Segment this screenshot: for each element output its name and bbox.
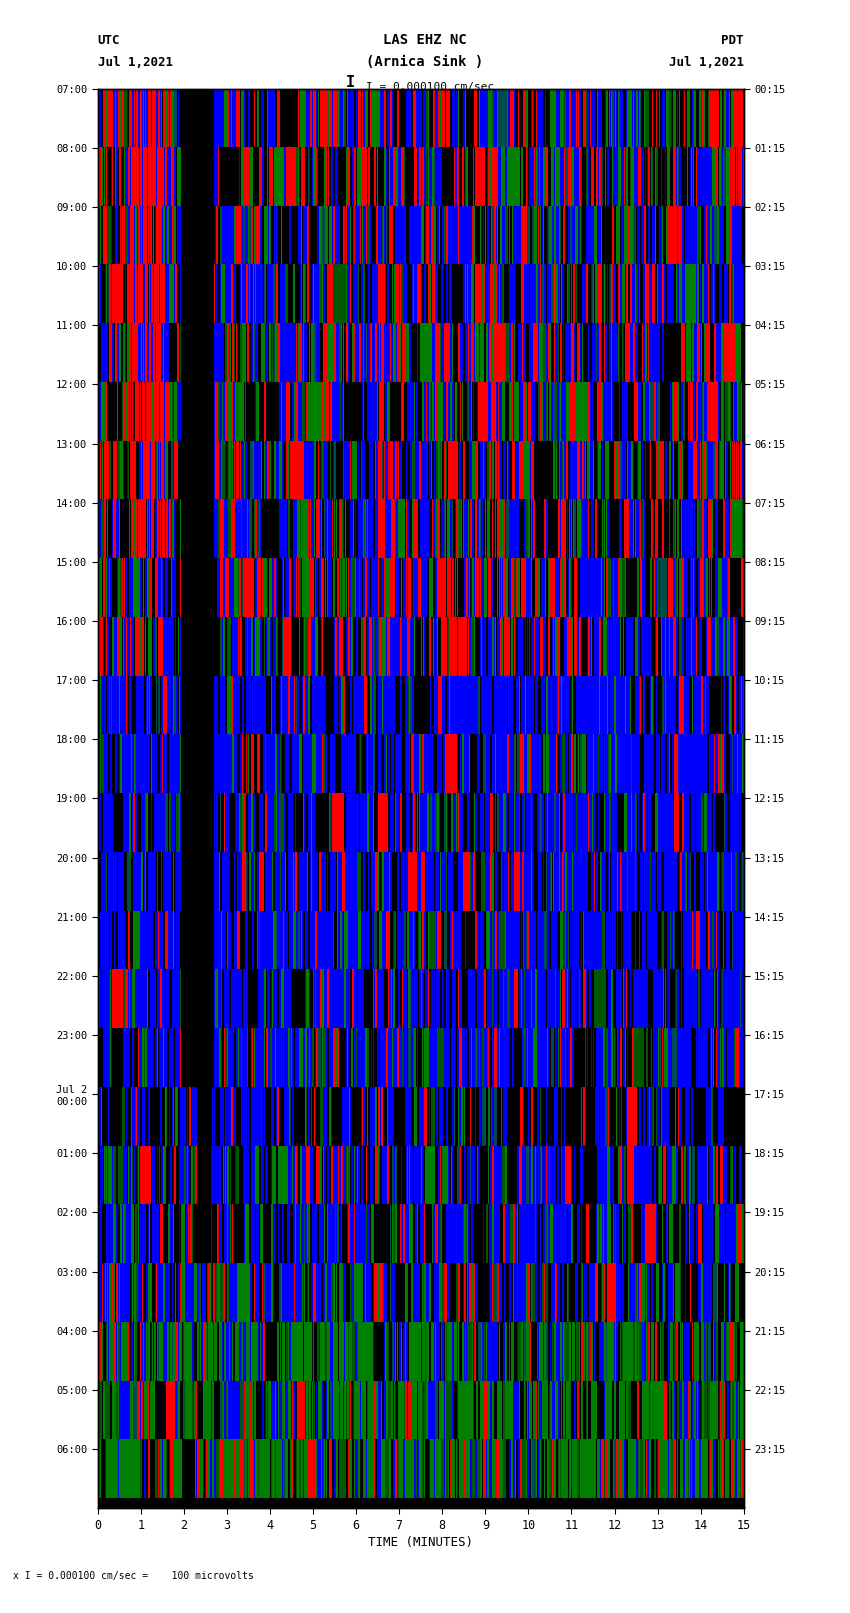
Text: PDT: PDT <box>722 34 744 47</box>
X-axis label: TIME (MINUTES): TIME (MINUTES) <box>368 1536 473 1548</box>
Text: x I = 0.000100 cm/sec =    100 microvolts: x I = 0.000100 cm/sec = 100 microvolts <box>13 1571 253 1581</box>
Text: LAS EHZ NC: LAS EHZ NC <box>383 32 467 47</box>
Text: I: I <box>346 76 354 90</box>
Text: Jul 1,2021: Jul 1,2021 <box>98 56 173 69</box>
Text: Jul 1,2021: Jul 1,2021 <box>669 56 744 69</box>
Text: (Arnica Sink ): (Arnica Sink ) <box>366 55 484 69</box>
Text: UTC: UTC <box>98 34 120 47</box>
Text: I = 0.000100 cm/sec: I = 0.000100 cm/sec <box>366 82 494 92</box>
